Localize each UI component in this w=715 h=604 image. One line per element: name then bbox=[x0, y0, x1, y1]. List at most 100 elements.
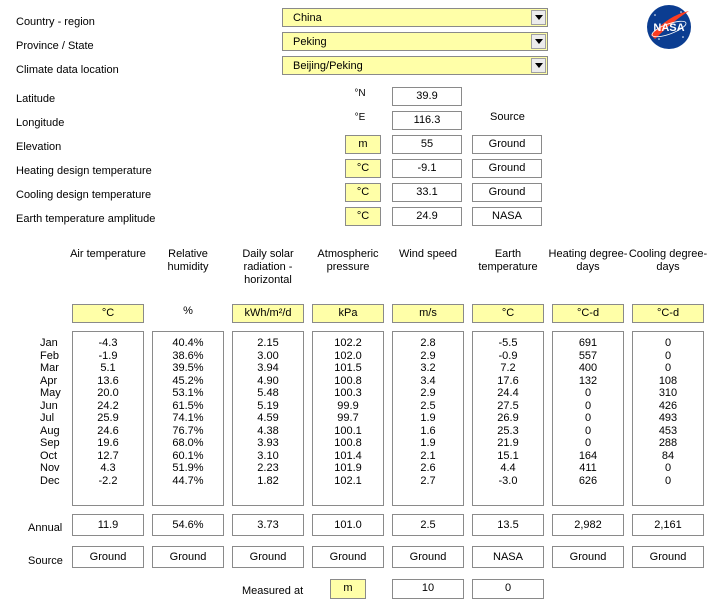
latitude-label: Latitude bbox=[16, 93, 56, 105]
elevation-field[interactable]: 55 bbox=[392, 135, 462, 154]
column-unit-select[interactable]: kWh/m²/d bbox=[232, 304, 304, 323]
monthly-value: 132 bbox=[578, 374, 598, 387]
monthly-value: 5.19 bbox=[257, 399, 279, 412]
annual-value[interactable]: 3.73 bbox=[232, 514, 304, 536]
column-unit-select[interactable]: °C-d bbox=[632, 304, 704, 323]
column-source: Ground bbox=[392, 546, 464, 568]
monthly-value: 400 bbox=[578, 362, 598, 374]
heating-design-field[interactable]: -9.1 bbox=[392, 159, 462, 178]
column-unit-select[interactable]: °C bbox=[72, 304, 144, 323]
annual-value[interactable]: 11.9 bbox=[72, 514, 144, 536]
column-source: Ground bbox=[552, 546, 624, 568]
column-source: NASA bbox=[472, 546, 544, 568]
column-header: Relative humidity bbox=[167, 248, 209, 273]
chevron-down-icon[interactable] bbox=[531, 34, 546, 49]
monthly-value: 99.7 bbox=[337, 412, 359, 424]
chevron-down-icon[interactable] bbox=[531, 10, 546, 25]
column-source: Ground bbox=[72, 546, 144, 568]
province-value: Peking bbox=[293, 36, 327, 48]
heating-design-unit[interactable]: °C bbox=[345, 159, 381, 178]
monthly-value: 1.82 bbox=[257, 474, 279, 487]
measured-at-label: Measured at bbox=[242, 585, 304, 597]
monthly-value: 3.00 bbox=[257, 349, 279, 362]
monthly-values-column[interactable]: 2.8 2.9 3.2 3.4 2.9 2.5 1.9 1.6 1.9 2.1 2.6 2.7 bbox=[392, 331, 464, 506]
monthly-value: 493 bbox=[658, 412, 678, 424]
monthly-values-column[interactable]: -4.3 -1.9 5.1 13.6 20.0 24.2 25.9 24.6 19.6 12.7 4… bbox=[72, 331, 144, 506]
monthly-value: 44.7% bbox=[172, 474, 204, 487]
month-label: Dec bbox=[40, 474, 60, 487]
monthly-value: 100.8 bbox=[334, 437, 362, 449]
measured-earth-depth[interactable]: 0 bbox=[472, 579, 544, 599]
source-header: Source bbox=[490, 111, 525, 123]
monthly-value: 100.1 bbox=[334, 424, 362, 437]
longitude-field[interactable]: 116.3 bbox=[392, 111, 462, 130]
earth-amplitude-unit[interactable]: °C bbox=[345, 207, 381, 226]
elevation-unit[interactable]: m bbox=[345, 135, 381, 154]
month-label: Feb bbox=[40, 349, 59, 362]
monthly-value: 0 bbox=[664, 462, 672, 474]
column-unit-select[interactable]: °C-d bbox=[552, 304, 624, 323]
monthly-value: 20.0 bbox=[97, 387, 119, 399]
cooling-design-field[interactable]: 33.1 bbox=[392, 183, 462, 202]
monthly-values-column[interactable]: 40.4% 38.6% 39.5% 45.2% 53.1% 61.5% 74.1% 76.7%… bbox=[152, 331, 224, 506]
climate-location-select[interactable]: Beijing/Peking bbox=[282, 56, 548, 75]
annual-value[interactable]: 101.0 bbox=[312, 514, 384, 536]
monthly-value: 25.3 bbox=[497, 424, 519, 437]
annual-value[interactable]: 54.6% bbox=[152, 514, 224, 536]
elevation-label: Elevation bbox=[16, 141, 62, 153]
monthly-value: 13.6 bbox=[97, 374, 119, 387]
column-unit-select[interactable]: m/s bbox=[392, 304, 464, 323]
monthly-value: 84 bbox=[661, 449, 675, 462]
measured-wind-height[interactable]: 10 bbox=[392, 579, 464, 599]
annual-value[interactable]: 2,982 bbox=[552, 514, 624, 536]
annual-value[interactable]: 2,161 bbox=[632, 514, 704, 536]
monthly-value: 0 bbox=[664, 349, 672, 362]
monthly-values-column[interactable]: 102.2 102.0 101.5 100.8 100.3 99.9 99.7 100.1 10… bbox=[312, 331, 384, 506]
monthly-value: -5.5 bbox=[498, 337, 518, 349]
month-label: Oct bbox=[40, 449, 58, 462]
measured-unit[interactable]: m bbox=[330, 579, 366, 599]
monthly-value: 76.7% bbox=[172, 424, 204, 437]
column-header: Earth temperature bbox=[478, 248, 538, 273]
monthly-value: 74.1% bbox=[172, 412, 204, 424]
monthly-value: 3.94 bbox=[257, 362, 279, 374]
monthly-value: -0.9 bbox=[498, 349, 518, 362]
monthly-value: 101.5 bbox=[334, 362, 362, 374]
country-select[interactable]: China bbox=[282, 8, 548, 27]
monthly-values-column[interactable]: 0 0 0 108 310 426 493 453 288 84 0 0 bbox=[632, 331, 704, 506]
column-unit-select[interactable]: °C bbox=[472, 304, 544, 323]
monthly-value: 15.1 bbox=[497, 449, 519, 462]
monthly-value: 24.6 bbox=[97, 424, 119, 437]
monthly-value: 2.7 bbox=[420, 474, 436, 487]
cooling-design-unit[interactable]: °C bbox=[345, 183, 381, 202]
earth-amplitude-field[interactable]: 24.9 bbox=[392, 207, 462, 226]
monthly-value: 12.7 bbox=[97, 449, 119, 462]
column-unit-select[interactable]: kPa bbox=[312, 304, 384, 323]
column-header: Air temperature bbox=[70, 248, 146, 260]
annual-value[interactable]: 2.5 bbox=[392, 514, 464, 536]
column-header: Wind speed bbox=[398, 248, 458, 260]
monthly-value: 1.6 bbox=[420, 424, 436, 437]
monthly-value: -2.2 bbox=[98, 474, 118, 487]
chevron-down-icon[interactable] bbox=[531, 58, 546, 73]
monthly-value: 39.5% bbox=[172, 362, 204, 374]
column-source: Ground bbox=[232, 546, 304, 568]
longitude-unit: °E bbox=[354, 112, 366, 123]
monthly-value: 60.1% bbox=[172, 449, 204, 462]
month-label: Jan bbox=[40, 337, 58, 349]
monthly-value: 99.9 bbox=[337, 399, 359, 412]
monthly-values-column[interactable]: -5.5 -0.9 7.2 17.6 24.4 27.5 26.9 25.3 21.9 15.1 4… bbox=[472, 331, 544, 506]
column-header: Heating degree-days bbox=[548, 248, 628, 273]
monthly-values-column[interactable]: 691 557 400 132 0 0 0 0 0 164 411 626 bbox=[552, 331, 624, 506]
heating-design-label: Heating design temperature bbox=[16, 165, 152, 177]
climate-location-value: Beijing/Peking bbox=[293, 60, 363, 72]
column-source: Ground bbox=[632, 546, 704, 568]
monthly-values-column[interactable]: 2.15 3.00 3.94 4.90 5.48 5.19 4.59 4.38 3.93 3.10… bbox=[232, 331, 304, 506]
monthly-value: 17.6 bbox=[497, 374, 519, 387]
latitude-field[interactable]: 39.9 bbox=[392, 87, 462, 106]
annual-value[interactable]: 13.5 bbox=[472, 514, 544, 536]
province-select[interactable]: Peking bbox=[282, 32, 548, 51]
annual-label: Annual bbox=[28, 522, 63, 534]
nasa-logo: NASA bbox=[647, 5, 691, 49]
svg-text:NASA: NASA bbox=[653, 22, 684, 34]
